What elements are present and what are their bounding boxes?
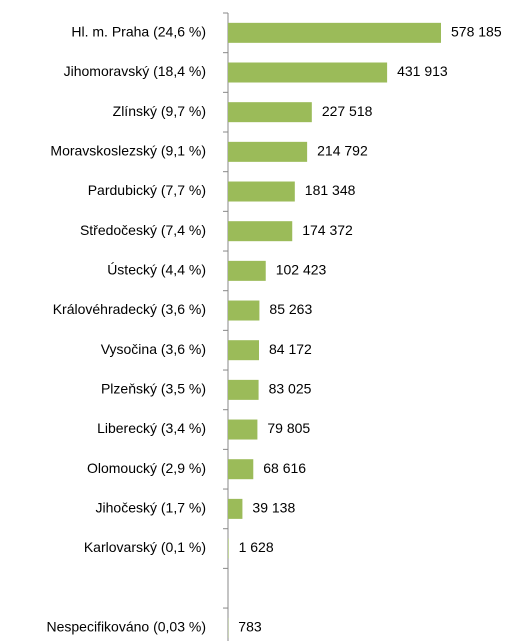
value-label: 79 805 [267, 420, 310, 436]
category-label: Olomoucký (2,9 %) [87, 460, 206, 476]
bar [228, 102, 312, 123]
value-label: 181 348 [305, 182, 356, 198]
category-label: Moravskoslezský (9,1 %) [50, 143, 206, 159]
bar [228, 340, 260, 361]
value-label: 84 172 [269, 341, 312, 357]
bar [228, 498, 243, 519]
bar [228, 419, 258, 440]
category-label: Středočeský (7,4 %) [80, 222, 206, 238]
bar [228, 141, 308, 162]
value-label: 227 518 [322, 103, 373, 119]
bar [228, 538, 229, 559]
bar [228, 459, 254, 480]
category-label: Pardubický (7,7 %) [88, 182, 206, 198]
bar [228, 379, 259, 400]
category-label: Vysočina (3,6 %) [101, 341, 206, 357]
category-label: Jihomoravský (18,4 %) [64, 63, 206, 79]
value-label: 68 616 [263, 460, 306, 476]
bar [228, 62, 388, 83]
bar [228, 221, 293, 242]
value-label: 214 792 [317, 143, 368, 159]
bar [228, 300, 260, 321]
value-label: 85 263 [269, 301, 312, 317]
bar [228, 22, 441, 43]
value-label: 1 628 [239, 539, 274, 555]
category-label: Jihočeský (1,7 %) [96, 500, 206, 516]
bar [228, 181, 295, 202]
category-label: Hl. m. Praha (24,6 %) [71, 24, 206, 40]
category-label: Karlovarský (0,1 %) [84, 539, 206, 555]
category-label: Nespecifikováno (0,03 %) [46, 619, 206, 635]
category-label: Královéhradecký (3,6 %) [53, 301, 206, 317]
value-label: 102 423 [276, 262, 327, 278]
value-label: 783 [238, 619, 262, 635]
value-label: 174 372 [302, 222, 353, 238]
category-label: Plzeňský (3,5 %) [101, 381, 206, 397]
value-label: 39 138 [252, 500, 295, 516]
bar [228, 260, 266, 281]
value-label: 431 913 [397, 63, 448, 79]
category-label: Ústecký (4,4 %) [107, 262, 206, 278]
value-label: 578 185 [451, 24, 502, 40]
category-label: Zlínský (9,7 %) [113, 103, 206, 119]
category-label: Liberecký (3,4 %) [97, 420, 206, 436]
value-label: 83 025 [269, 381, 312, 397]
